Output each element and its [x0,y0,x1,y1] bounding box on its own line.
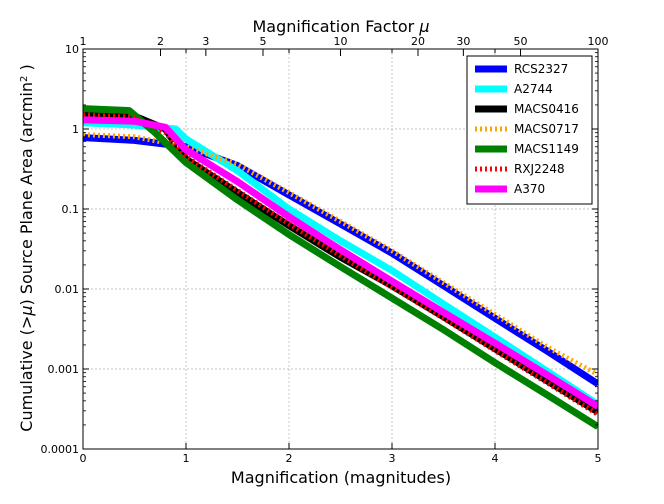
x2-tick-label: 30 [456,35,470,48]
legend-label-a370: A370 [514,182,545,196]
legend-label-macs1149: MACS1149 [514,142,579,156]
x2-axis-title: Magnification Factor μ [252,17,429,36]
x2-tick-label: 2 [157,35,164,48]
x-tick-label: 2 [286,452,293,465]
legend-label-rxj2248: RXJ2248 [514,162,565,176]
y-tick-label: 10 [65,43,79,56]
legend-label-macs0416: MACS0416 [514,102,579,116]
x2-tick-label: 1 [80,35,87,48]
x-tick-label: 4 [492,452,499,465]
y-tick-label: 0.0001 [41,443,80,456]
x2-tick-label: 100 [588,35,609,48]
series-group [83,105,598,430]
y-tick-label: 0.1 [62,203,80,216]
x-tick-label: 5 [595,452,602,465]
y-tick-label: 0.01 [55,283,80,296]
x-axis-title: Magnification (magnitudes) [231,468,451,487]
y-tick-label: 1 [72,123,79,136]
x-tick-label: 3 [389,452,396,465]
x2-tick-label: 5 [259,35,266,48]
x-tick-label: 0 [80,452,87,465]
legend-box [466,55,593,205]
x2-tick-label: 3 [202,35,209,48]
legend-label-rcs2327: RCS2327 [514,62,568,76]
x2-tick-label: 20 [411,35,425,48]
series-line-rxj2248 [83,112,598,417]
legend-label-a2744: A2744 [514,82,553,96]
series-line-a370 [83,116,598,410]
legend-label-macs0717: MACS0717 [514,122,579,136]
series-line-macs1149 [83,105,598,430]
legend: RCS2327 A2744 MACS0416 MACS0717 MACS1149 RXJ2… [466,55,593,205]
x-tick-label: 1 [183,452,190,465]
y-axis-title: Cumulative (>μ) Source Plane Area (arcmi… [17,64,36,431]
x2-tick-label: 50 [513,35,527,48]
y-tick-label: 0.001 [48,363,80,376]
x2-tick-label: 10 [334,35,348,48]
